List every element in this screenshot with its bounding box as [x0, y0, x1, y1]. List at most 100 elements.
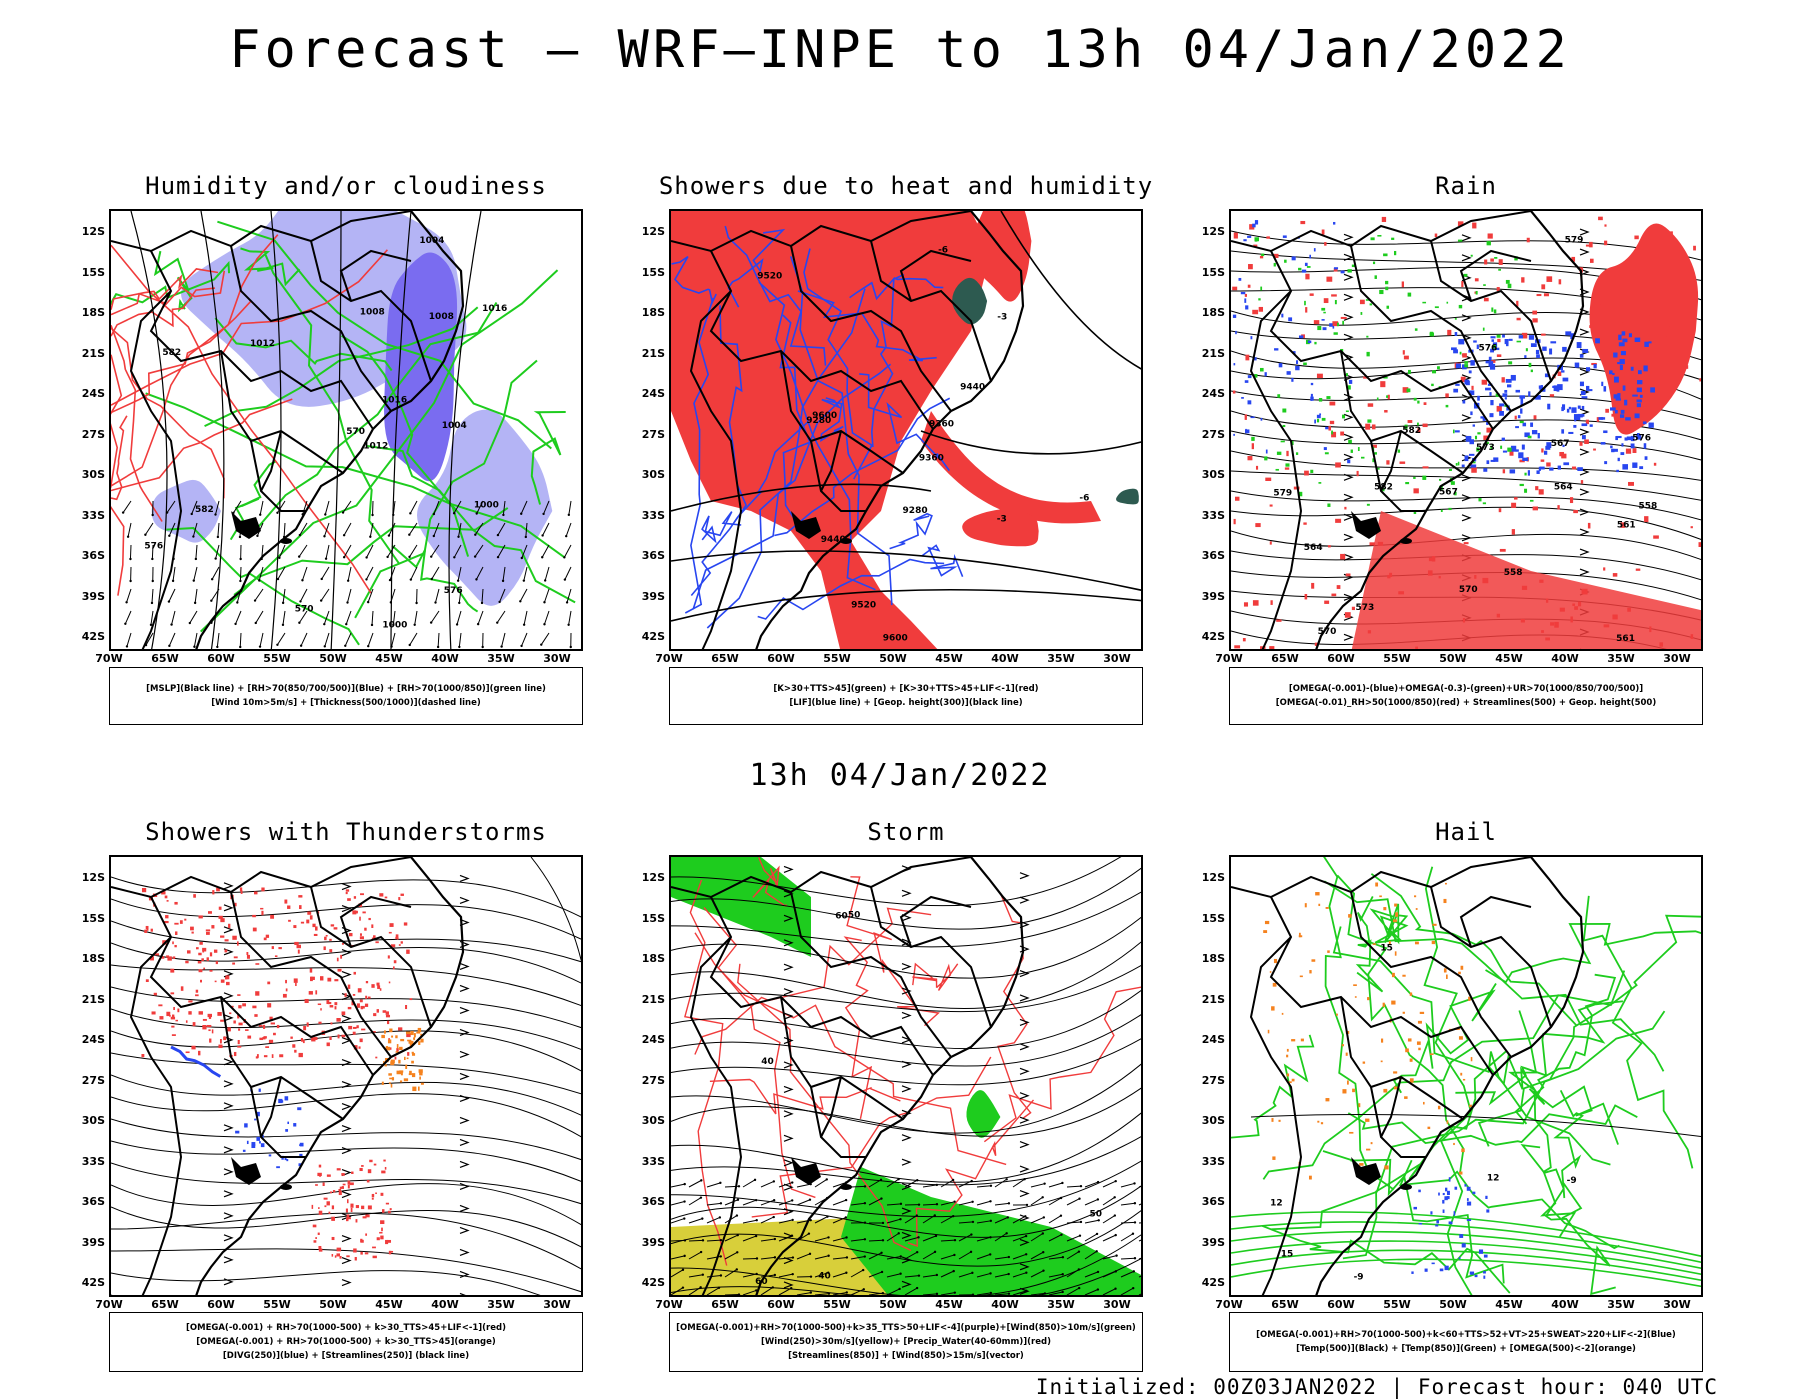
panel-title-2: Showers due to heat and humidity: [658, 172, 1154, 200]
svg-text:60: 60: [755, 1277, 768, 1287]
legend-line: [OMEGA(-0.001)+RH>70(1000-500)+k>35_TTS>…: [676, 1323, 1136, 1333]
svg-text:567: 567: [1551, 439, 1570, 449]
svg-text:579: 579: [1565, 236, 1584, 246]
svg-text:567: 567: [1439, 487, 1458, 497]
latitude-label: 42S: [81, 630, 105, 643]
svg-text:570: 570: [346, 427, 365, 437]
longitude-label: 55W: [263, 1298, 291, 1311]
latitude-label: 42S: [641, 630, 665, 643]
longitude-label: 30W: [543, 652, 571, 665]
latitude-label: 18S: [641, 952, 665, 965]
latitude-label: 36S: [641, 549, 665, 562]
panel-title-5: Storm: [867, 818, 945, 846]
longitude-label: 35W: [1047, 1298, 1075, 1311]
latitude-label: 33S: [81, 1154, 105, 1168]
latitude-label: 33S: [641, 508, 665, 522]
longitude-label: 30W: [1663, 1298, 1691, 1311]
latitude-label: 36S: [1201, 1195, 1225, 1208]
latitude-label: 24S: [81, 1033, 105, 1046]
legend-line: [OMEGA(-0.001)+RH>70(1000-500)+k<60+TTS>…: [1256, 1330, 1676, 1340]
svg-text:1016: 1016: [482, 304, 507, 314]
panel-title-4: Showers with Thunderstorms: [145, 818, 547, 846]
latitude-label: 18S: [1201, 952, 1225, 965]
latitude-label: 36S: [81, 1195, 105, 1208]
svg-text:12: 12: [1487, 1174, 1500, 1184]
latitude-label: 39S: [641, 1235, 665, 1249]
latitude-label: 30S: [81, 1114, 105, 1127]
longitude-label: 65W: [151, 1298, 179, 1311]
svg-text:576: 576: [1478, 343, 1497, 353]
longitude-label: 55W: [1383, 1298, 1411, 1311]
svg-text:1012: 1012: [250, 339, 275, 349]
longitude-label: 70W: [655, 652, 683, 665]
svg-text:9520: 9520: [757, 272, 782, 282]
svg-text:576: 576: [144, 542, 163, 552]
longitude-label: 60W: [1327, 652, 1355, 665]
latitude-label: 15S: [1201, 265, 1225, 279]
longitude-label: 30W: [1103, 1298, 1131, 1311]
latitude-label: 15S: [1201, 911, 1225, 925]
initialization-footer: Initialized: 00Z03JAN2022 | Forecast hou…: [1035, 1375, 1718, 1399]
latitude-label: 30S: [641, 1114, 665, 1127]
longitude-label: 45W: [1495, 652, 1523, 665]
longitude-label: 40W: [991, 1298, 1019, 1311]
latitude-label: 39S: [1201, 1235, 1225, 1249]
latitude-label: 15S: [641, 265, 665, 279]
latitude-label: 42S: [1201, 630, 1225, 643]
panel-title-1: Humidity and/or cloudiness: [145, 172, 547, 200]
longitude-label: 55W: [823, 652, 851, 665]
map-canvas: [111, 857, 581, 1295]
svg-text:9440: 9440: [960, 382, 985, 392]
longitude-label: 40W: [991, 652, 1019, 665]
longitude-label: 50W: [879, 652, 907, 665]
legend-box-5: [OMEGA(-0.001)+RH>70(1000-500)+k>35_TTS>…: [669, 1312, 1143, 1372]
latitude-label: 24S: [641, 387, 665, 400]
svg-text:-6: -6: [1079, 494, 1089, 504]
svg-text:1004: 1004: [442, 421, 467, 431]
panel-title-6: Hail: [1435, 818, 1497, 846]
svg-text:15: 15: [1380, 943, 1393, 953]
svg-text:564: 564: [1304, 543, 1323, 553]
svg-text:582: 582: [195, 505, 214, 515]
longitude-label: 45W: [1495, 1298, 1523, 1311]
legend-line: [Streamlines(850)] + [Wind(850)>15m/s](v…: [788, 1351, 1024, 1361]
longitude-label: 70W: [95, 652, 123, 665]
longitude-label: 35W: [487, 652, 515, 665]
longitude-label: 50W: [319, 652, 347, 665]
longitude-label: 45W: [935, 1298, 963, 1311]
legend-box-3: [OMEGA(-0.001)-(blue)+OMEGA(-0.3)-(green…: [1229, 667, 1703, 725]
latitude-label: 33S: [1201, 508, 1225, 522]
longitude-label: 70W: [1215, 652, 1243, 665]
latitude-label: 27S: [81, 427, 105, 441]
latitude-label: 36S: [81, 549, 105, 562]
svg-text:-3: -3: [997, 514, 1007, 524]
svg-text:15: 15: [1281, 1250, 1294, 1260]
legend-box-1: [MSLP](Black line) + [RH>70(850/700/500)…: [109, 667, 583, 725]
latitude-label: 21S: [81, 992, 105, 1006]
latitude-label: 21S: [81, 346, 105, 360]
latitude-label: 42S: [81, 1276, 105, 1289]
svg-text:9280: 9280: [806, 416, 831, 426]
latitude-label: 21S: [641, 346, 665, 360]
latitude-label: 24S: [641, 1033, 665, 1046]
latitude-label: 27S: [1201, 427, 1225, 441]
latitude-label: 39S: [641, 589, 665, 603]
latitude-label: 15S: [641, 911, 665, 925]
map-panel-2: 9600 9600 9520 9520 9440 9440 9360 9360 9280 9280…: [669, 209, 1143, 651]
longitude-label: 35W: [1047, 652, 1075, 665]
latitude-label: 18S: [641, 306, 665, 319]
latitude-label: 36S: [1201, 549, 1225, 562]
svg-text:9280: 9280: [903, 506, 928, 516]
longitude-label: 40W: [1551, 652, 1579, 665]
latitude-label: 36S: [641, 1195, 665, 1208]
svg-text:-3: -3: [997, 313, 1007, 323]
svg-text:50: 50: [1089, 1210, 1102, 1220]
legend-box-6: [OMEGA(-0.001)+RH>70(1000-500)+k<60+TTS>…: [1229, 1312, 1703, 1372]
svg-text:579: 579: [1273, 488, 1292, 498]
map-panel-5: 40 40 50 50 60 60: [669, 855, 1143, 1297]
longitude-label: 35W: [1607, 1298, 1635, 1311]
latitude-label: 33S: [641, 1154, 665, 1168]
longitude-label: 50W: [879, 1298, 907, 1311]
svg-text:582: 582: [1402, 426, 1421, 436]
svg-text:1004: 1004: [419, 236, 444, 246]
